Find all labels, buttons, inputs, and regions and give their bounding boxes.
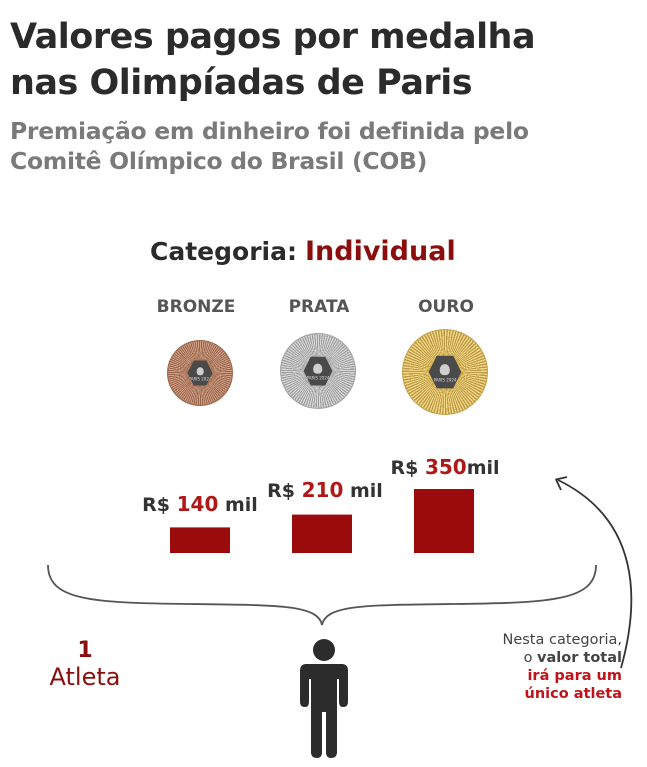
note-red-line-1: irá para um <box>527 668 622 684</box>
gold-medal-emblem-text: PARIS 2024 <box>433 377 457 383</box>
value-prefix-silver: R$ <box>267 480 302 502</box>
note-line-2: o valor total <box>452 649 622 667</box>
athlete-count: 1 Atleta <box>45 638 125 691</box>
value-prefix-gold: R$ <box>390 457 425 479</box>
title-line-1: Valores pagos por medalha <box>10 17 536 57</box>
note-bold-text: valor total <box>537 650 622 666</box>
category-label: Categoria: <box>150 237 297 266</box>
bar-prata <box>292 514 352 553</box>
value-label-gold: R$ 350mil <box>370 455 520 479</box>
category-note: Nesta categoria, o valor total irá para … <box>452 631 622 703</box>
athlete-count-number: 1 <box>77 638 93 663</box>
page-title: Valores pagos por medalha nas Olimpíadas… <box>10 14 640 106</box>
arrow-head-icon <box>555 476 568 491</box>
subtitle-line-2: Comitê Olímpico do Brasil (COB) <box>10 147 428 175</box>
note-line-1: Nesta categoria, <box>502 632 622 648</box>
bronze-medal-icon: PARIS 2024 <box>167 340 233 406</box>
title-line-2: nas Olimpíadas de Paris <box>10 63 473 103</box>
page-subtitle: Premiação em dinheiro foi definida pelo … <box>10 116 640 176</box>
person-icon <box>300 639 348 758</box>
category-heading: Categoria: Individual <box>150 236 456 267</box>
curly-brace-icon <box>47 564 597 626</box>
gold-medal-icon: PARIS 2024 <box>402 329 488 415</box>
value-suffix-gold: mil <box>466 457 500 479</box>
medal-name-gold: OURO <box>418 297 474 317</box>
note-line-2-prefix: o <box>523 650 538 666</box>
note-red-line-2: único atleta <box>524 686 622 702</box>
value-prefix-bronze: R$ <box>142 494 177 516</box>
category-value: Individual <box>304 236 456 267</box>
bar-ouro <box>414 489 474 553</box>
value-suffix-silver: mil <box>343 480 383 502</box>
silver-medal-icon: PARIS 2024 <box>280 333 356 409</box>
medal-name-bronze: BRONZE <box>156 297 236 317</box>
value-number-gold: 350 <box>424 455 467 479</box>
value-number-bronze: 140 <box>176 492 219 516</box>
silver-medal-emblem-text: PARIS 2024 <box>306 375 330 381</box>
medal-name-silver: PRATA <box>288 297 350 317</box>
value-label-silver: R$ 210 mil <box>250 478 400 502</box>
value-number-silver: 210 <box>301 478 344 502</box>
bar-bronze <box>170 527 230 553</box>
subtitle-line-1: Premiação em dinheiro foi definida pelo <box>10 117 529 145</box>
bronze-medal-emblem-text: PARIS 2024 <box>188 376 212 382</box>
value-suffix-bronze: mil <box>218 494 258 516</box>
value-label-bronze: R$ 140 mil <box>125 492 275 516</box>
athlete-count-label: Atleta <box>49 663 121 691</box>
